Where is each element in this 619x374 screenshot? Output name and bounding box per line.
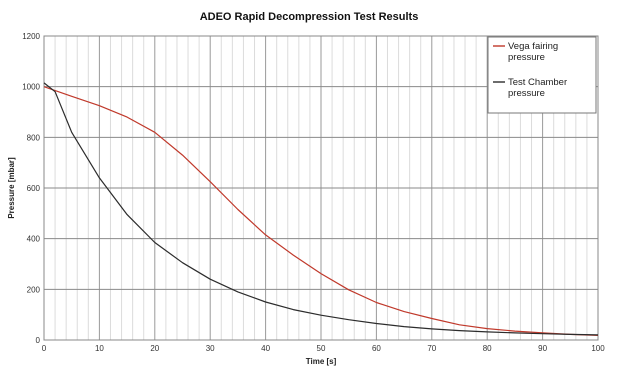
- x-tick-label: 70: [427, 344, 436, 353]
- y-tick-label: 0: [36, 336, 41, 345]
- legend-entry-1: Vega fairing pressure: [508, 41, 558, 63]
- series-lines: [43, 82, 599, 336]
- x-axis-ticks: 0 10 20 30 40 50 60 70 80 90 100: [42, 344, 605, 353]
- legend-box: [487, 36, 597, 114]
- series-line-2: [43, 82, 599, 336]
- x-tick-label: 90: [538, 344, 547, 353]
- y-tick-label: 1200: [22, 32, 40, 41]
- y-tick-label: 400: [27, 235, 41, 244]
- x-tick-label: 80: [483, 344, 492, 353]
- y-tick-label: 1000: [22, 83, 40, 92]
- x-tick-label: 40: [261, 344, 270, 353]
- x-tick-label: 60: [372, 344, 381, 353]
- plot-area: [43, 35, 599, 341]
- series-line-1: [43, 86, 599, 336]
- x-tick-label: 30: [206, 344, 215, 353]
- chart-title: ADEO Rapid Decompression Test Results: [200, 11, 419, 23]
- y-axis-ticks: 0 200 400 600 800 1000 1200: [22, 32, 40, 345]
- x-tick-label: 100: [591, 344, 605, 353]
- y-axis-title: Pressure [mbar]: [7, 157, 16, 219]
- x-tick-label: 50: [317, 344, 326, 353]
- y-tick-label: 600: [27, 184, 41, 193]
- x-tick-label: 0: [42, 344, 47, 353]
- y-tick-label: 800: [27, 133, 41, 142]
- y-tick-label: 200: [27, 285, 41, 294]
- x-tick-label: 20: [150, 344, 159, 353]
- legend: Vega fairing pressure Test Chamber pressure: [487, 36, 597, 114]
- x-axis-title: Time [s]: [306, 357, 337, 366]
- legend-entry-2: Test Chamber pressure: [508, 77, 567, 99]
- x-tick-label: 10: [95, 344, 104, 353]
